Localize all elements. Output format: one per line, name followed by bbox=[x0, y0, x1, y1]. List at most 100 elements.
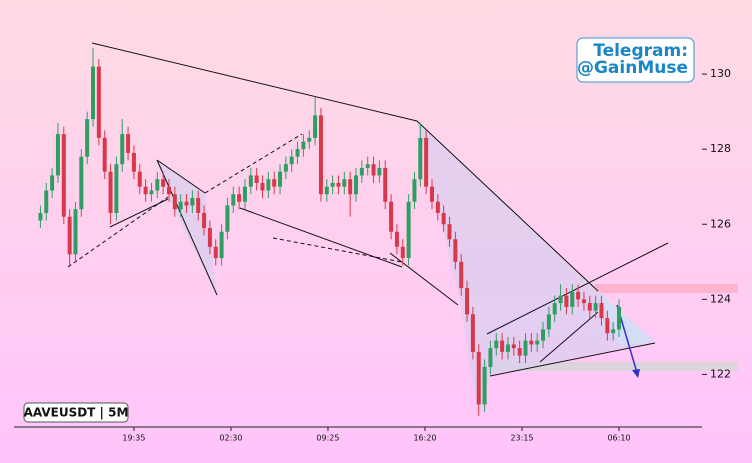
candle-body bbox=[605, 318, 610, 334]
candle-body bbox=[272, 179, 277, 187]
trend-line bbox=[539, 311, 599, 363]
candle-body bbox=[231, 194, 236, 206]
candle-body bbox=[535, 340, 540, 345]
y-tick-label: 124 bbox=[710, 292, 731, 305]
candle-body bbox=[400, 246, 405, 259]
candle-body bbox=[523, 340, 528, 356]
candle-body bbox=[587, 303, 592, 311]
x-tick-label: 09:25 bbox=[316, 434, 339, 443]
candle-body bbox=[348, 179, 353, 195]
candle-body bbox=[313, 115, 318, 138]
candle-body bbox=[470, 314, 475, 352]
candle-body bbox=[406, 201, 411, 259]
candle-body bbox=[394, 231, 399, 247]
candle-body bbox=[558, 295, 563, 304]
candle-body bbox=[242, 186, 247, 202]
candle-body bbox=[166, 186, 171, 195]
candle-body bbox=[342, 179, 347, 187]
candle-body bbox=[44, 190, 49, 213]
annotations bbox=[67, 42, 738, 418]
candle-body bbox=[91, 66, 96, 120]
candle-body bbox=[266, 179, 271, 191]
symbol-label: AAVEUSDT | 5M bbox=[24, 406, 129, 420]
trend-line bbox=[109, 198, 169, 228]
candle-body bbox=[482, 366, 487, 405]
y-tick-label: 128 bbox=[710, 142, 731, 155]
candle-body bbox=[307, 137, 312, 142]
candle-body bbox=[511, 344, 516, 349]
candle-body bbox=[324, 186, 329, 195]
arrow-head bbox=[632, 369, 640, 378]
candle-body bbox=[202, 212, 207, 229]
candle-body bbox=[617, 306, 622, 330]
candle-body bbox=[429, 186, 434, 202]
candle-body bbox=[96, 66, 101, 138]
candle-body bbox=[131, 152, 136, 172]
candle-body bbox=[354, 175, 359, 195]
x-tick-label: 19:35 bbox=[122, 434, 145, 443]
candle-body bbox=[219, 231, 224, 259]
candle-body bbox=[79, 156, 84, 210]
x-tick-label: 06:10 bbox=[607, 434, 630, 443]
candle-body bbox=[260, 182, 265, 191]
trend-line bbox=[489, 342, 656, 377]
candle-body bbox=[330, 182, 335, 187]
candle-body bbox=[67, 216, 72, 255]
candle-body bbox=[488, 348, 493, 367]
trend-line bbox=[389, 252, 459, 306]
trend-line bbox=[204, 133, 303, 194]
trend-line bbox=[239, 207, 403, 268]
candle-body bbox=[50, 175, 55, 191]
candle-body bbox=[476, 351, 481, 405]
trend-line bbox=[156, 159, 206, 194]
candle-body bbox=[85, 119, 90, 157]
candle-body bbox=[576, 291, 581, 300]
candle-body bbox=[389, 201, 394, 232]
candle-body bbox=[529, 340, 534, 345]
candle-body bbox=[108, 171, 113, 213]
y-tick-label: 122 bbox=[710, 367, 731, 380]
candle-body bbox=[254, 175, 259, 183]
candle-body bbox=[278, 171, 283, 187]
candle-body bbox=[225, 205, 230, 232]
candle-body bbox=[570, 291, 575, 307]
x-tick-label: 23:15 bbox=[510, 434, 533, 443]
x-tick-label: 02:30 bbox=[219, 434, 242, 443]
candle-body bbox=[505, 344, 510, 352]
candle-body bbox=[172, 194, 177, 210]
candle-body bbox=[196, 197, 201, 213]
candle-body bbox=[581, 299, 586, 304]
trend-line bbox=[91, 42, 418, 122]
candle-body bbox=[494, 340, 499, 349]
candle-body bbox=[424, 137, 429, 187]
candle-body bbox=[207, 228, 212, 247]
candle-body bbox=[541, 329, 546, 341]
candle-body bbox=[599, 303, 604, 319]
candle-body bbox=[318, 115, 323, 195]
candle-body bbox=[161, 179, 166, 187]
trend-line bbox=[272, 237, 403, 263]
candle-body bbox=[383, 167, 388, 202]
watermark-line: Telegram: bbox=[593, 41, 688, 61]
candle-body bbox=[418, 137, 423, 180]
candle-body bbox=[295, 149, 300, 157]
watermark-box bbox=[576, 37, 695, 83]
candle-body bbox=[55, 134, 60, 176]
candle-body bbox=[102, 137, 107, 172]
candle-body bbox=[301, 141, 306, 150]
candle-body bbox=[237, 194, 242, 202]
trend-line bbox=[67, 196, 169, 268]
candle-body bbox=[61, 134, 66, 217]
symbol-box bbox=[23, 402, 129, 423]
candle-body bbox=[190, 197, 195, 206]
candle-body bbox=[336, 182, 341, 187]
candle-body bbox=[453, 239, 458, 262]
trend-line bbox=[156, 159, 218, 296]
y-tick-label: 130 bbox=[710, 67, 731, 80]
candle-body bbox=[120, 134, 125, 165]
shaded-pattern bbox=[417, 121, 655, 418]
candle-body bbox=[459, 261, 464, 289]
candle-body bbox=[435, 201, 440, 213]
candle-body bbox=[447, 224, 452, 240]
